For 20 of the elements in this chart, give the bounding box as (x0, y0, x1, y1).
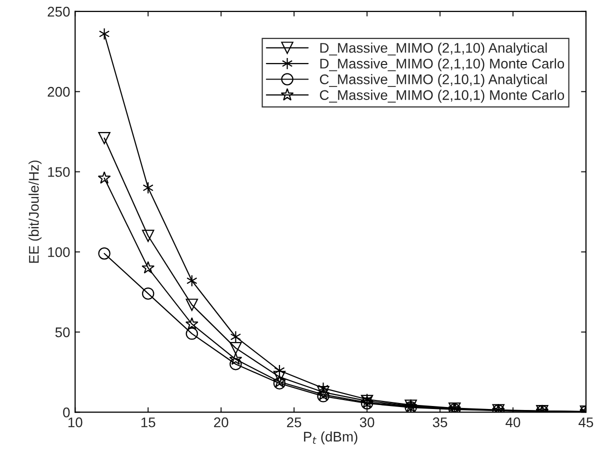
x-tick-label: 10 (68, 417, 82, 428)
x-tick-label: 45 (578, 418, 594, 428)
x-tick-label: 15 (141, 418, 156, 428)
legend-label: C_Massive_MIMO (2,10,1) Analytical (320, 74, 547, 87)
y-tick-label: 150 (48, 167, 70, 177)
y-tick-label: 0 (63, 408, 70, 418)
x-axis-title: P$_{t}$ (dBm) (304, 431, 358, 444)
x-tick-label: 30 (360, 417, 374, 428)
legend-label: C_Massive_MIMO (2,10,1) Monte Carlo (320, 90, 564, 103)
y-tick-label: 50 (55, 327, 70, 338)
x-tick-label: 40 (506, 417, 520, 428)
x-tick-label: 25 (287, 417, 302, 428)
x-tick-label: 20 (214, 417, 228, 428)
x-tick-label: 35 (432, 417, 448, 428)
y-axis-title: EE (bit/Joule/Hz) (28, 160, 42, 263)
y-tick-label: 250 (48, 6, 70, 17)
legend-label: D_Massive_MIMO (2,1,10) Analytical (320, 42, 547, 56)
y-tick-label: 100 (48, 247, 70, 258)
y-tick-label: 200 (48, 86, 70, 97)
legend-label: D_Massive_MIMO (2,1,10) Monte Carlo (320, 58, 564, 72)
